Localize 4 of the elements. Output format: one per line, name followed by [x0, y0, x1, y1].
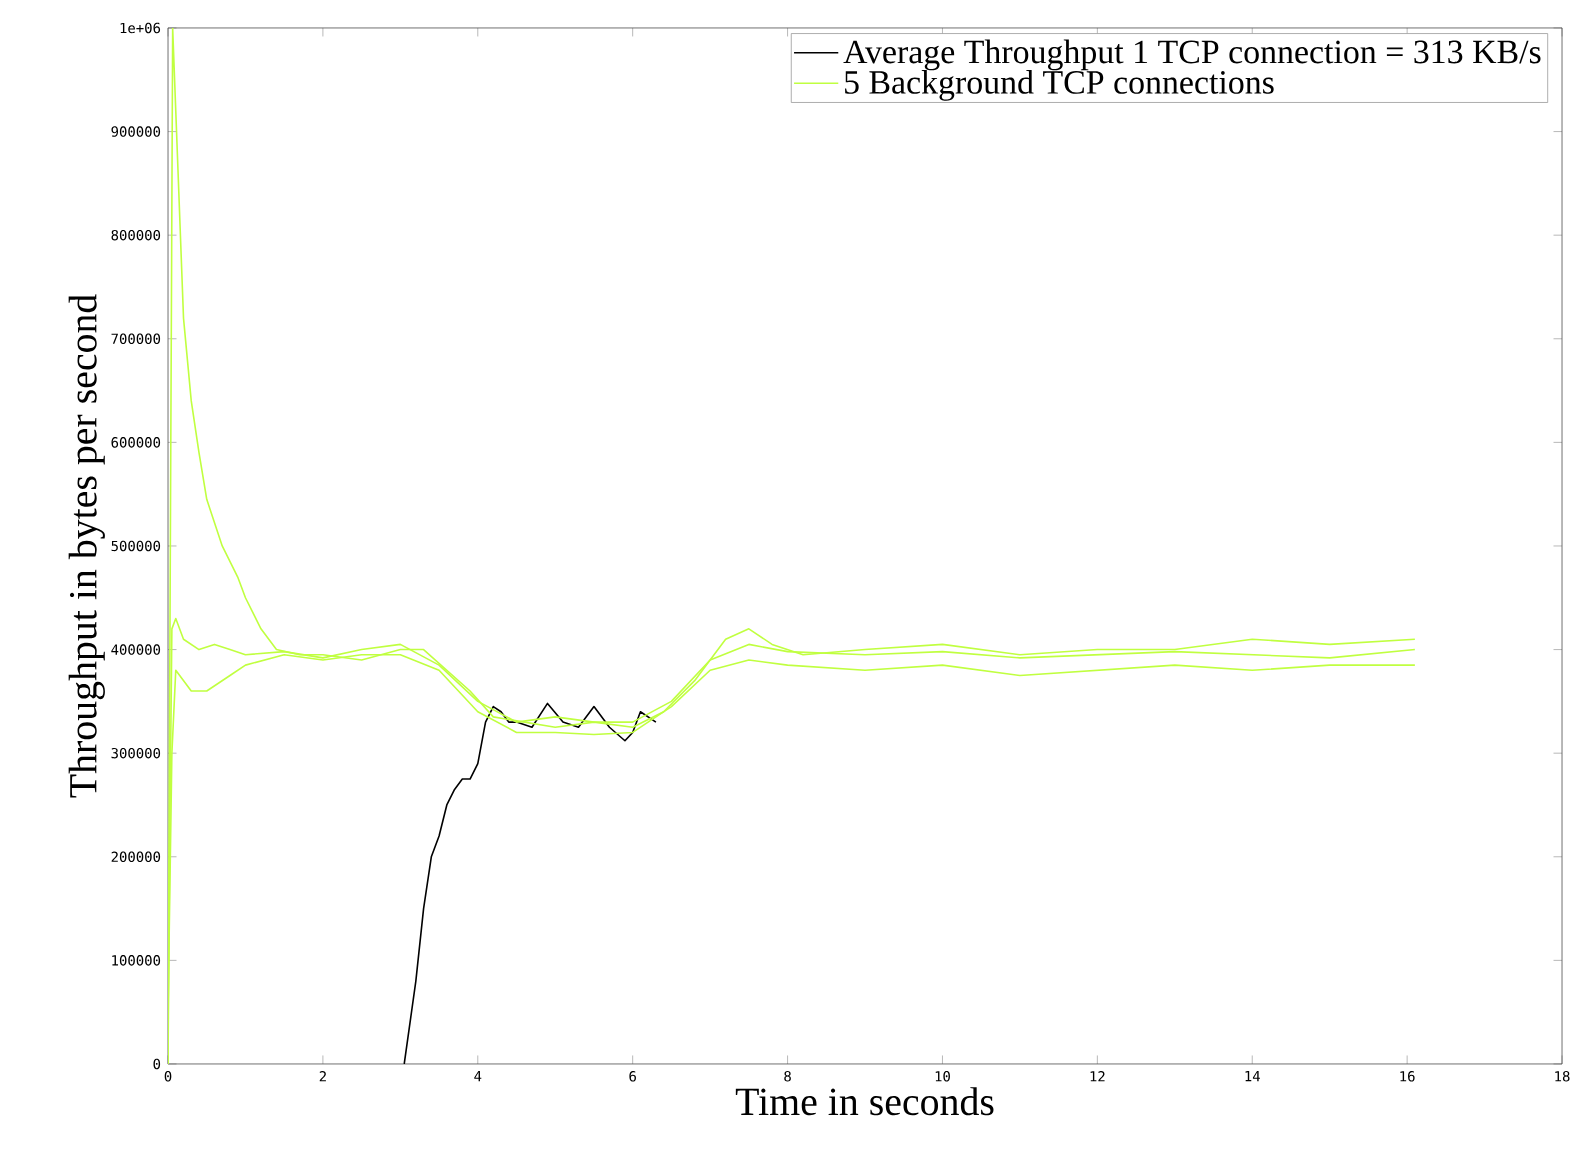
- y-axis-title: Throughput in bytes per second: [68, 294, 105, 798]
- legend-label: 5 Background TCP connections: [845, 70, 1274, 101]
- legend-label: Average Throughput 1 TCP connection = 313 KB/s: [843, 39, 1541, 71]
- x-axis-title: Time in seconds: [735, 1087, 994, 1116]
